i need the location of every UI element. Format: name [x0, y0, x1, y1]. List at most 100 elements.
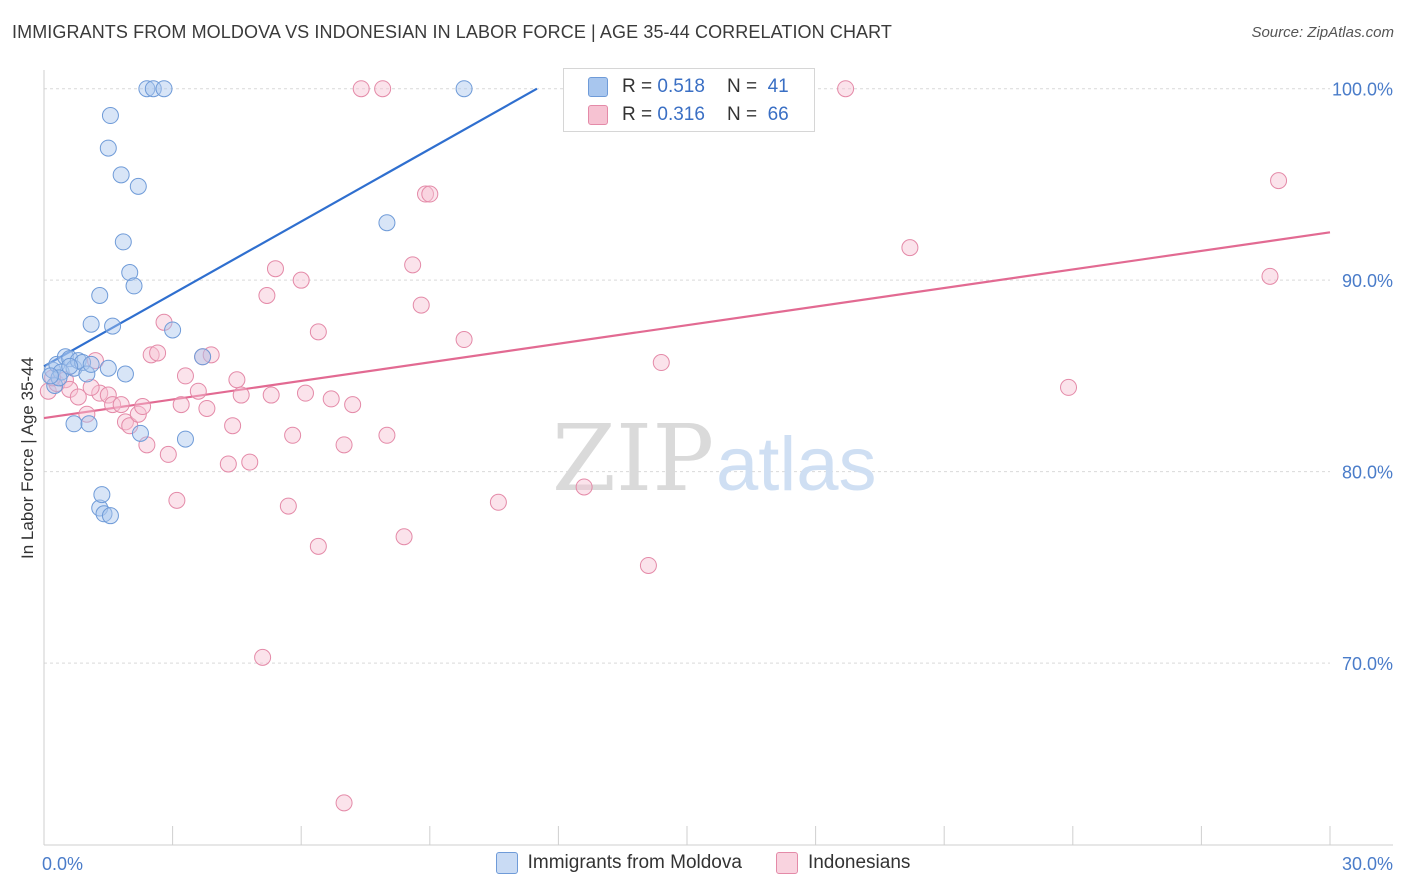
watermark-atlas: atlas [716, 422, 877, 507]
legend-r-value: 0.518 [657, 76, 705, 97]
point-indonesians [395, 528, 413, 546]
point-moldova [112, 166, 130, 184]
y-tick-label: 90.0% [1342, 271, 1393, 291]
point-indonesians [202, 346, 220, 364]
point-indonesians [412, 296, 430, 314]
legend-n-label: N = [726, 76, 758, 97]
point-indonesians [489, 493, 507, 511]
point-indonesians [104, 396, 122, 414]
x-tick-label: 30.0% [1342, 854, 1393, 874]
point-indonesians [575, 478, 593, 496]
point-indonesians [82, 378, 100, 396]
point-indonesians [309, 537, 327, 555]
legend-r-label: R = [622, 76, 653, 97]
point-indonesians [228, 371, 246, 389]
point-indonesians [284, 426, 302, 444]
legend-item-indonesians[interactable]: Indonesians [775, 852, 911, 874]
point-moldova [455, 80, 473, 98]
point-moldova [99, 139, 117, 157]
y-tick-labels: 100.0% 90.0% 80.0% 70.0% [1332, 80, 1393, 674]
point-indonesians [172, 396, 190, 414]
point-indonesians [1261, 267, 1279, 285]
legend-swatch-indonesians [588, 105, 608, 125]
point-moldova [125, 277, 143, 295]
point-indonesians [134, 398, 152, 416]
point-indonesians [296, 384, 314, 402]
point-indonesians [142, 346, 160, 364]
series-legend: Immigrants from Moldova Indonesians [0, 852, 1406, 874]
legend-swatch-moldova [495, 852, 518, 874]
legend-swatch-indonesians [775, 852, 798, 874]
point-moldova [104, 317, 122, 335]
point-indonesians [219, 455, 237, 473]
point-indonesians [241, 453, 259, 471]
point-moldova [99, 359, 117, 377]
point-moldova [41, 367, 59, 385]
point-indonesians [352, 80, 370, 98]
point-indonesians [837, 80, 855, 98]
point-indonesians [69, 388, 87, 406]
legend-row-moldova: R = 0.518 N = 41 [588, 74, 789, 100]
point-moldova [93, 486, 111, 504]
point-indonesians [652, 354, 670, 372]
point-moldova [56, 348, 74, 366]
point-moldova [378, 214, 396, 232]
legend-row-indonesians: R = 0.316 N = 66 [588, 102, 789, 128]
point-indonesians [455, 331, 473, 349]
y-tick-label: 70.0% [1342, 654, 1393, 674]
point-indonesians [279, 497, 297, 515]
legend-label-indonesians: Indonesians [807, 852, 911, 873]
point-moldova [61, 357, 79, 375]
legend-item-moldova[interactable]: Immigrants from Moldova [495, 852, 742, 874]
point-moldova [121, 264, 139, 282]
point-moldova [74, 354, 92, 372]
point-moldova [95, 505, 113, 523]
point-indonesians [344, 396, 362, 414]
point-indonesians [189, 382, 207, 400]
point-moldova [138, 80, 156, 98]
y-axis-label: In Labor Force | Age 35-44 [18, 357, 37, 559]
point-indonesians [198, 399, 216, 417]
point-indonesians [639, 556, 657, 574]
point-moldova [82, 355, 100, 373]
legend-label-moldova: Immigrants from Moldova [527, 852, 742, 873]
point-indonesians [254, 648, 272, 666]
x-tick-label: 0.0% [42, 854, 83, 874]
point-indonesians [159, 445, 177, 463]
point-indonesians [1270, 172, 1288, 190]
point-moldova [91, 287, 109, 304]
point-indonesians [168, 491, 186, 509]
stats-legend: R = 0.518 N = 41 R = 0.316 N = 66 [563, 68, 815, 132]
point-moldova [101, 507, 119, 525]
y-tick-label: 100.0% [1332, 80, 1393, 100]
point-indonesians [112, 396, 130, 414]
point-moldova [131, 424, 149, 442]
legend-n-value: 66 [767, 104, 789, 125]
point-indonesians [262, 386, 280, 404]
point-indonesians [322, 390, 340, 408]
point-moldova [46, 376, 64, 394]
point-moldova [176, 430, 194, 448]
legend-r-value: 0.316 [657, 104, 705, 125]
point-indonesians [149, 344, 167, 362]
legend-n-value: 41 [767, 76, 789, 97]
point-indonesians [901, 239, 919, 257]
point-moldova [164, 321, 182, 339]
point-indonesians [266, 260, 284, 278]
point-indonesians [417, 185, 435, 203]
x-tick-labels: 0.0% 30.0% [42, 854, 1393, 874]
point-indonesians [91, 384, 109, 402]
point-moldova [116, 365, 134, 383]
source-label: Source: ZipAtlas.com [1251, 24, 1394, 41]
chart-title: IMMIGRANTS FROM MOLDOVA VS INDONESIAN IN… [12, 22, 893, 42]
point-moldova [65, 415, 83, 433]
point-moldova [50, 369, 68, 387]
point-moldova [114, 233, 132, 251]
point-indonesians [292, 271, 310, 289]
trend-line-indonesians [43, 231, 1331, 420]
point-indonesians [258, 287, 276, 304]
watermark-zip: ZIP [552, 405, 714, 512]
trend-line-moldova [43, 87, 538, 368]
axes [43, 70, 1393, 846]
point-indonesians [421, 185, 439, 203]
